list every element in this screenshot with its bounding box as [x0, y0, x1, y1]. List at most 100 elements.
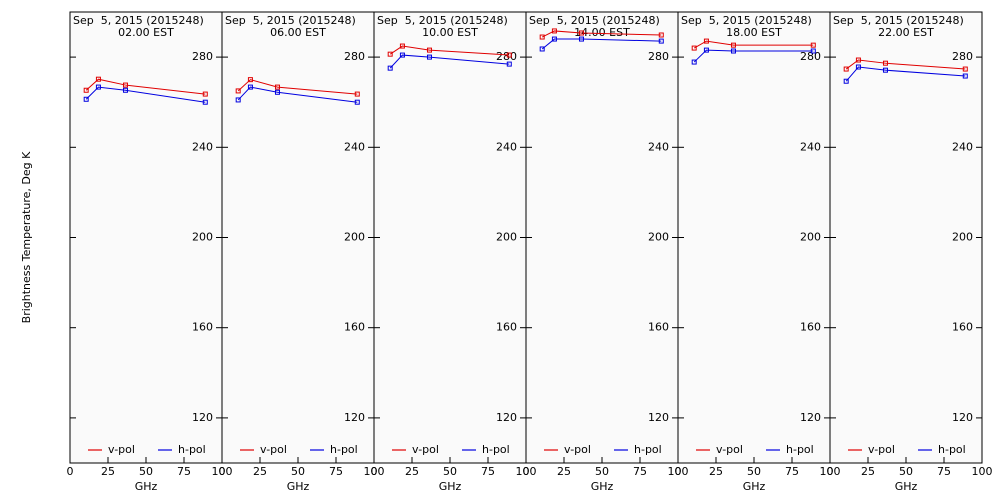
y-tick-label: 200	[648, 231, 669, 244]
y-tick-label: 120	[344, 411, 365, 424]
data-point	[95, 84, 101, 90]
x-tick-label: 100	[516, 465, 537, 478]
data-point	[855, 57, 861, 63]
data-point	[810, 48, 816, 54]
y-tick-label: 280	[952, 50, 973, 63]
data-point	[426, 47, 432, 53]
data-point	[962, 66, 968, 72]
y-tick-label: 240	[344, 140, 365, 153]
x-tick-label: 0	[523, 465, 530, 478]
series-line	[237, 79, 358, 95]
y-tick-label: 240	[648, 140, 669, 153]
y-tick-label: 280	[800, 50, 821, 63]
data-point	[354, 99, 360, 105]
x-tick-label: 25	[861, 465, 875, 478]
x-tick-label: 100	[972, 465, 993, 478]
data-point	[703, 38, 709, 44]
chart-title: Sep 5, 2015 (2015248)	[833, 14, 964, 27]
data-point	[658, 38, 664, 44]
x-tick-label: 75	[481, 465, 495, 478]
series-line	[541, 30, 662, 38]
x-axis-label: GHz	[287, 480, 310, 493]
data-point	[506, 61, 512, 67]
chart-subtitle: 10.00 EST	[422, 26, 478, 39]
data-point	[855, 64, 861, 70]
chart-title: Sep 5, 2015 (2015248)	[681, 14, 812, 27]
data-point	[658, 32, 664, 38]
data-point	[843, 66, 849, 72]
series-line	[541, 38, 662, 50]
y-tick-label: 160	[648, 321, 669, 334]
y-tick-label: 240	[192, 140, 213, 153]
legend-label: v-pol	[716, 443, 743, 456]
data-point	[426, 54, 432, 60]
data-point	[399, 52, 405, 58]
data-point	[578, 36, 584, 42]
data-point	[539, 34, 545, 40]
chart-subtitle: 14.00 EST	[574, 26, 630, 39]
y-tick-label: 200	[952, 231, 973, 244]
y-tick-label: 120	[800, 411, 821, 424]
series-line	[845, 66, 966, 82]
x-tick-label: 25	[709, 465, 723, 478]
chart-title: Sep 5, 2015 (2015248)	[73, 14, 204, 27]
y-tick-label: 160	[192, 321, 213, 334]
data-point	[730, 48, 736, 54]
x-tick-label: 75	[633, 465, 647, 478]
y-tick-label: 120	[192, 411, 213, 424]
x-tick-label: 75	[937, 465, 951, 478]
data-point	[247, 84, 253, 90]
legend-label: h-pol	[178, 443, 206, 456]
series-line	[85, 86, 206, 103]
x-tick-label: 50	[291, 465, 305, 478]
y-tick-label: 240	[952, 140, 973, 153]
y-tick-label: 240	[800, 140, 821, 153]
y-tick-label: 200	[192, 231, 213, 244]
series-line	[389, 54, 510, 69]
x-tick-label: 75	[329, 465, 343, 478]
data-point	[810, 42, 816, 48]
x-tick-label: 100	[820, 465, 841, 478]
chart-subtitle: 02.00 EST	[118, 26, 174, 39]
chart-title: Sep 5, 2015 (2015248)	[529, 14, 660, 27]
legend-label: v-pol	[260, 443, 287, 456]
y-tick-label: 280	[648, 50, 669, 63]
x-tick-label: 75	[785, 465, 799, 478]
data-point	[122, 82, 128, 88]
legend-label: v-pol	[108, 443, 135, 456]
data-point	[387, 51, 393, 57]
x-tick-label: 25	[405, 465, 419, 478]
y-tick-label: 160	[800, 321, 821, 334]
data-point	[399, 43, 405, 49]
y-tick-label: 200	[496, 231, 517, 244]
data-point	[387, 65, 393, 71]
data-point	[95, 76, 101, 82]
data-point	[202, 91, 208, 97]
series-line	[237, 86, 358, 103]
x-tick-label: 25	[253, 465, 267, 478]
legend-label: v-pol	[412, 443, 439, 456]
legend-label: h-pol	[330, 443, 358, 456]
data-point	[83, 96, 89, 102]
x-tick-label: 50	[747, 465, 761, 478]
data-point	[551, 36, 557, 42]
series-line	[85, 78, 206, 95]
legend-label: h-pol	[634, 443, 662, 456]
data-point	[578, 30, 584, 36]
data-point	[843, 78, 849, 84]
data-point	[691, 59, 697, 65]
x-tick-label: 75	[177, 465, 191, 478]
series-line	[693, 49, 814, 63]
y-tick-label: 280	[344, 50, 365, 63]
x-tick-label: 0	[219, 465, 226, 478]
chart-subtitle: 18.00 EST	[726, 26, 782, 39]
x-axis-label: GHz	[743, 480, 766, 493]
y-tick-label: 200	[344, 231, 365, 244]
legend-label: v-pol	[564, 443, 591, 456]
x-tick-label: 100	[668, 465, 689, 478]
x-tick-label: 25	[101, 465, 115, 478]
chart-title: Sep 5, 2015 (2015248)	[225, 14, 356, 27]
x-tick-label: 0	[67, 465, 74, 478]
y-tick-label: 200	[800, 231, 821, 244]
